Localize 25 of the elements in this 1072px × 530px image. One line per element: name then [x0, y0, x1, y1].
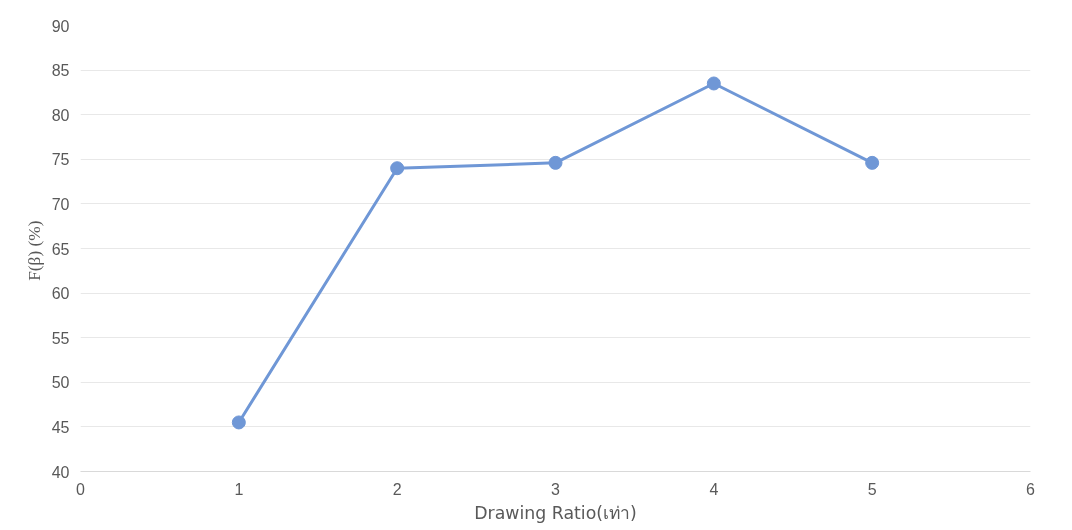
y-tick-label: 70: [51, 195, 70, 213]
point: [706, 76, 721, 91]
x-tick-label: 5: [867, 480, 877, 498]
y-tick-label: 65: [51, 240, 70, 258]
y-tick-label: 40: [51, 463, 70, 481]
x-tick-label: 4: [709, 480, 719, 498]
y-tick-label: 85: [51, 62, 70, 80]
x-tick-label: 3: [551, 480, 561, 498]
x-tick-label: 1: [234, 480, 244, 498]
point: [865, 155, 880, 170]
x-tick-label: 0: [76, 480, 86, 498]
x-tick-label: 6: [1026, 480, 1036, 498]
y-tick-label: 55: [51, 329, 70, 347]
point: [548, 155, 563, 170]
point: [390, 161, 405, 176]
x-axis-title: Drawing Ratio(เท่า): [474, 502, 637, 523]
y-tick-label: 80: [51, 106, 70, 124]
x-tick-label: 2: [392, 480, 402, 498]
y-tick-label: 90: [51, 17, 70, 35]
point: [231, 415, 246, 430]
y-axis-title: F(β) (%): [24, 220, 44, 281]
y-tick-label: 60: [51, 285, 70, 303]
y-tick-label: 75: [51, 151, 70, 169]
y-tick-label: 50: [51, 374, 70, 392]
y-tick-label: 45: [51, 418, 70, 436]
